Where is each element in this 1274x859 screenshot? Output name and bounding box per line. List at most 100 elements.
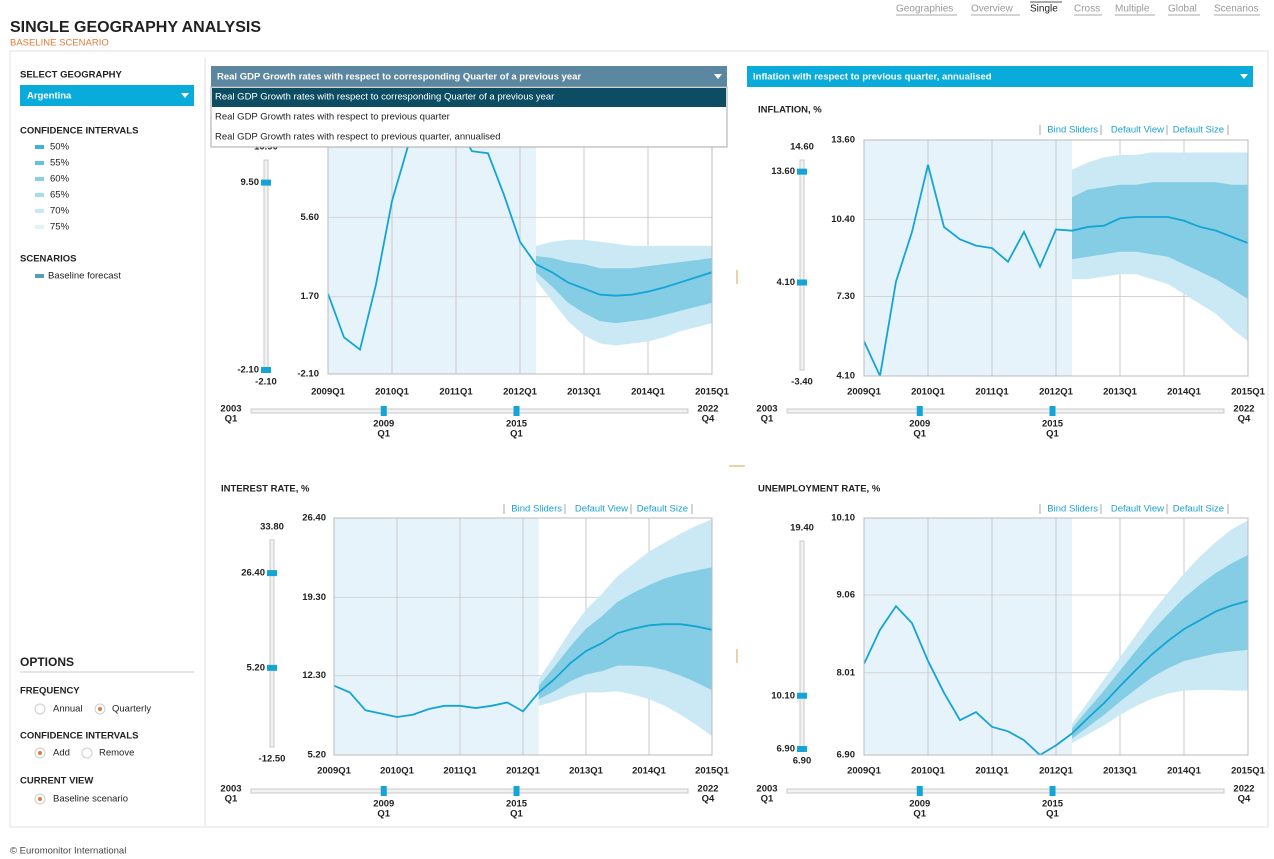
x-tick-label: 2010Q1 bbox=[380, 766, 415, 777]
indicator-dropdown[interactable] bbox=[211, 66, 727, 87]
x-tick-label: 2013Q1 bbox=[1103, 387, 1138, 398]
nav-tab[interactable]: Global bbox=[1168, 4, 1197, 15]
geography-dropdown[interactable] bbox=[20, 85, 194, 106]
scenario-name: Baseline forecast bbox=[48, 271, 121, 282]
ci-swatch bbox=[35, 145, 44, 149]
time-slider-end-quarter: Q1 bbox=[761, 414, 774, 425]
nav-tab-active[interactable]: Single bbox=[1030, 4, 1058, 15]
ci-swatch bbox=[35, 177, 44, 181]
time-slider-end-year: 2003 bbox=[756, 784, 777, 795]
dropdown-arrow bbox=[714, 74, 722, 79]
x-tick-label: 2014Q1 bbox=[1167, 387, 1202, 398]
slider-handle-label: 9.50 bbox=[241, 177, 260, 188]
slider-handle[interactable] bbox=[261, 179, 271, 186]
value-slider-track[interactable] bbox=[799, 540, 805, 750]
slider-handle[interactable] bbox=[797, 692, 807, 699]
toolbar-link[interactable]: Default View bbox=[1111, 504, 1164, 515]
x-tick-label: 2011Q1 bbox=[975, 387, 1009, 398]
radio-label[interactable]: Quarterly bbox=[112, 704, 151, 715]
radio-label[interactable]: Baseline scenario bbox=[53, 794, 128, 805]
history-shade bbox=[864, 140, 1072, 376]
y-tick-label: -2.10 bbox=[297, 369, 319, 380]
series-line bbox=[334, 623, 712, 718]
charts: -2.101.705.609.502009Q12010Q12011Q12012Q… bbox=[220, 105, 1265, 820]
x-tick-label: 2013Q1 bbox=[567, 387, 602, 398]
page-subtitle: BASELINE SCENARIO bbox=[10, 38, 109, 49]
slider-min-label: 6.90 bbox=[793, 756, 812, 767]
x-tick-label: 2012Q1 bbox=[506, 766, 541, 777]
geography-value[interactable]: Argentina bbox=[27, 91, 72, 102]
chart-title: UNEMPLOYMENT RATE, % bbox=[758, 484, 881, 495]
toolbar-link[interactable]: Default Size bbox=[1173, 504, 1224, 515]
time-slider-handle[interactable] bbox=[916, 786, 923, 796]
slider-handle-label: 6.90 bbox=[777, 744, 796, 755]
nav-tabs: Geographies Overview Single Cross Multip… bbox=[896, 1, 1260, 16]
value-slider-track[interactable] bbox=[799, 159, 805, 371]
history-shade bbox=[864, 518, 1072, 755]
y-tick-label: 19.30 bbox=[302, 592, 326, 603]
time-slider-year: 2015 bbox=[1042, 419, 1064, 430]
radio[interactable] bbox=[81, 747, 93, 759]
time-slider-handle[interactable] bbox=[380, 406, 387, 416]
menu-option[interactable]: Real GDP Growth rates with respect to pr… bbox=[215, 132, 501, 143]
menu-option[interactable]: Real GDP Growth rates with respect to pr… bbox=[215, 112, 450, 123]
time-slider-handle[interactable] bbox=[513, 786, 520, 796]
time-slider-end-year: 2003 bbox=[220, 784, 241, 795]
y-tick-label: 10.40 bbox=[831, 214, 855, 225]
indicator-selected[interactable]: Inflation with respect to previous quart… bbox=[753, 72, 992, 83]
x-tick-label: 2010Q1 bbox=[911, 387, 946, 398]
options-title: OPTIONS bbox=[20, 655, 74, 669]
time-slider-end-year: 2022 bbox=[697, 784, 718, 795]
time-slider-track[interactable] bbox=[250, 788, 689, 794]
toolbar-link[interactable]: Default Size bbox=[637, 504, 688, 515]
slider-handle[interactable] bbox=[267, 664, 277, 671]
time-slider-year: 2009 bbox=[373, 419, 394, 430]
slider-handle[interactable] bbox=[797, 746, 807, 752]
toolbar-link[interactable]: Default View bbox=[575, 504, 628, 515]
time-slider-quarter: Q1 bbox=[913, 429, 926, 440]
time-slider-track[interactable] bbox=[250, 408, 689, 414]
menu-option[interactable]: Real GDP Growth rates with respect to co… bbox=[215, 92, 554, 103]
ci-swatch bbox=[35, 225, 44, 229]
nav-tab[interactable]: Cross bbox=[1074, 4, 1100, 15]
time-slider-handle[interactable] bbox=[380, 786, 387, 796]
toolbar-link[interactable]: Bind Sliders bbox=[1047, 125, 1098, 136]
x-tick-label: 2009Q1 bbox=[317, 766, 352, 777]
time-slider-handle[interactable] bbox=[1049, 406, 1056, 416]
ci-level: 55% bbox=[50, 158, 70, 169]
time-slider-handle[interactable] bbox=[1049, 786, 1056, 796]
toolbar-link[interactable]: Bind Sliders bbox=[1047, 504, 1098, 515]
nav-tab[interactable]: Overview bbox=[971, 4, 1013, 15]
time-slider-track[interactable] bbox=[786, 788, 1225, 794]
slider-handle[interactable] bbox=[797, 279, 807, 286]
plot-border bbox=[863, 517, 1249, 756]
time-slider-handle[interactable] bbox=[513, 406, 520, 416]
slider-handle[interactable] bbox=[797, 168, 807, 175]
slider-handle-label: 13.60 bbox=[771, 166, 795, 177]
slider-handle-label: 4.10 bbox=[777, 277, 796, 288]
dropdown-arrow bbox=[181, 93, 189, 98]
toolbar-link[interactable]: Default Size bbox=[1173, 125, 1224, 136]
time-slider-end-quarter: Q4 bbox=[702, 414, 715, 425]
value-slider-track[interactable] bbox=[269, 539, 275, 748]
ci-level: 65% bbox=[50, 190, 70, 201]
time-slider-handle[interactable] bbox=[916, 406, 923, 416]
toolbar-link[interactable]: Bind Sliders bbox=[511, 504, 562, 515]
nav-tab[interactable]: Multiple bbox=[1115, 4, 1150, 15]
radio-label[interactable]: Add bbox=[53, 748, 70, 759]
section-label: CONFIDENCE INTERVALS bbox=[20, 731, 138, 742]
time-slider-track[interactable] bbox=[786, 408, 1225, 414]
nav-tab[interactable]: Geographies bbox=[896, 4, 953, 15]
indicator-selected[interactable]: Real GDP Growth rates with respect to co… bbox=[217, 72, 581, 83]
radio-dot bbox=[38, 797, 42, 801]
toolbar-link[interactable]: Default View bbox=[1111, 125, 1164, 136]
slider-handle[interactable] bbox=[267, 570, 277, 577]
y-tick-label: 26.40 bbox=[302, 513, 326, 524]
radio[interactable] bbox=[34, 703, 46, 715]
indicator-dropdown[interactable] bbox=[747, 66, 1253, 87]
value-slider-track[interactable] bbox=[263, 159, 269, 371]
radio-label[interactable]: Remove bbox=[99, 748, 134, 759]
radio-label[interactable]: Annual bbox=[53, 704, 83, 715]
nav-tab[interactable]: Scenarios bbox=[1214, 4, 1258, 15]
slider-handle[interactable] bbox=[261, 367, 271, 373]
